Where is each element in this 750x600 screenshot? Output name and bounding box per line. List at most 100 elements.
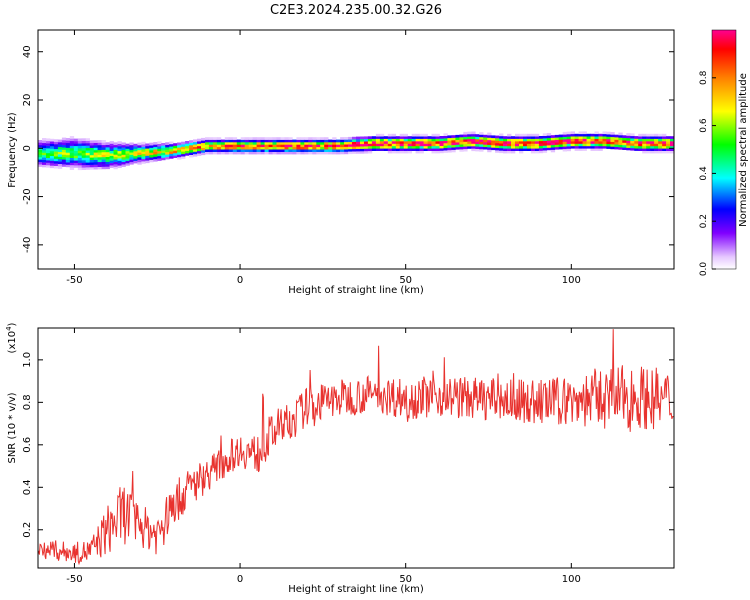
spectrogram-cell [236, 146, 242, 150]
spectrogram-cell [447, 147, 452, 151]
spectrogram-cell [554, 137, 560, 140]
spectrogram-cell [153, 149, 158, 152]
spectrogram-cell [566, 146, 571, 149]
spectrogram-cell [447, 142, 452, 146]
spectrogram-cell [129, 145, 134, 148]
spectrogram-cell [590, 143, 595, 147]
spectrogram-cell [614, 144, 619, 147]
spectrogram-cell [479, 149, 484, 152]
spectrogram-cell [161, 143, 166, 146]
spectrogram-cell [427, 143, 432, 147]
spectrogram-cell [590, 138, 595, 142]
spectrogram-cell [471, 138, 476, 142]
spectrogram-cell [193, 141, 198, 145]
spectrogram-cell [268, 139, 273, 143]
spectrogram-cell [101, 161, 106, 165]
spectrogram-cell [53, 139, 59, 142]
spectrogram-cell [403, 143, 408, 147]
spectrogram-cell [455, 137, 460, 140]
spectrogram-cell [232, 139, 238, 143]
spectrogram-cell [431, 138, 436, 142]
spectrogram-cell [101, 152, 106, 155]
spectrogram-y-tick-label: -40 [22, 237, 33, 253]
spectrogram-cell [654, 145, 659, 149]
spectrogram-cell [328, 144, 333, 148]
spectrogram-cell [57, 149, 63, 152]
spectrogram-cell [133, 160, 138, 164]
spectrogram-cell [284, 151, 289, 155]
spectrogram-cell [463, 143, 468, 147]
spectrogram-cell [157, 141, 162, 144]
spectrogram-cell [38, 142, 43, 146]
spectrogram-cell [201, 142, 206, 146]
spectrogram-cell [284, 146, 289, 150]
spectrogram-cell [586, 141, 591, 144]
spectrogram-cell [125, 163, 130, 166]
spectrogram-cell [125, 148, 130, 152]
spectrogram-cell [101, 156, 106, 160]
colorbar-ticks: 0.0 0.2 0.4 0.6 0.8 [699, 70, 716, 276]
spectrogram-cell [121, 144, 126, 148]
spectrogram-cell [666, 143, 671, 147]
spectrogram-cell [662, 145, 667, 149]
spectrogram-cell [662, 141, 667, 144]
spectrogram-cell [415, 133, 420, 137]
spectrogram-cell [348, 148, 353, 152]
spectrogram-cell [658, 138, 663, 142]
spectrogram-cell [324, 144, 329, 148]
spectrogram-cell [443, 150, 448, 153]
spectrogram-cell [169, 146, 174, 150]
spectrogram-cell [137, 147, 142, 151]
spectrogram-cell [670, 141, 675, 144]
spectrogram-cell [296, 146, 301, 150]
spectrogram-cell [391, 150, 397, 154]
spectrogram-cell [113, 147, 118, 150]
spectrogram-cell [594, 133, 599, 137]
spectrogram-cell [117, 141, 122, 144]
spectrogram-cell [85, 155, 90, 158]
spectrogram-cell [348, 139, 353, 142]
spectrogram-panel: -50 0 50 100 -40 -20 0 20 40 Height of straight… [7, 29, 675, 296]
spectrogram-cell [586, 136, 591, 139]
spectrogram-cell [435, 136, 440, 139]
spectrogram-cell [57, 156, 63, 160]
spectrogram-cell [133, 146, 138, 149]
spectrogram-cell [97, 145, 102, 148]
spectrogram-cell [153, 142, 158, 145]
spectrogram-cell [93, 159, 98, 163]
spectrogram-cell [499, 140, 504, 144]
spectrogram-cell [630, 147, 635, 151]
spectrogram-cell [538, 150, 544, 154]
spectrogram-cell [165, 156, 170, 160]
spectrogram-cell [415, 141, 420, 144]
spectrogram-cell [650, 145, 655, 149]
spectrogram-cell [650, 150, 655, 154]
spectrogram-cell [356, 136, 361, 140]
spectrogram-cell [141, 161, 146, 164]
spectrogram-cell [38, 144, 43, 148]
spectrogram-cell [574, 136, 579, 139]
spectrogram-cell [276, 142, 281, 145]
spectrogram-cell [125, 153, 130, 157]
spectrogram-cell [240, 149, 245, 152]
spectrogram-cell [523, 145, 528, 149]
spectrogram-cell [113, 161, 118, 165]
spectrogram-cell [427, 141, 432, 144]
spectrogram-cell [503, 138, 508, 142]
spectrogram-cell [205, 142, 210, 145]
spectrogram-cell [38, 156, 43, 160]
spectrogram-cell [141, 156, 146, 159]
spectrogram-cell [666, 141, 671, 144]
spectrogram-cell [670, 150, 675, 154]
spectrogram-cell [618, 144, 623, 148]
spectrogram-cell [61, 142, 67, 146]
spectrogram-cell [177, 144, 182, 148]
spectrogram-cell [407, 141, 412, 144]
spectrogram-cell [133, 148, 138, 152]
spectrogram-cell [304, 149, 309, 152]
spectrogram-cell [141, 141, 146, 145]
snr-y-tick-label: 1.0 [22, 352, 33, 368]
spectrogram-cell [602, 138, 607, 142]
spectrogram-cell [511, 148, 516, 151]
spectrogram-cell [491, 142, 496, 146]
